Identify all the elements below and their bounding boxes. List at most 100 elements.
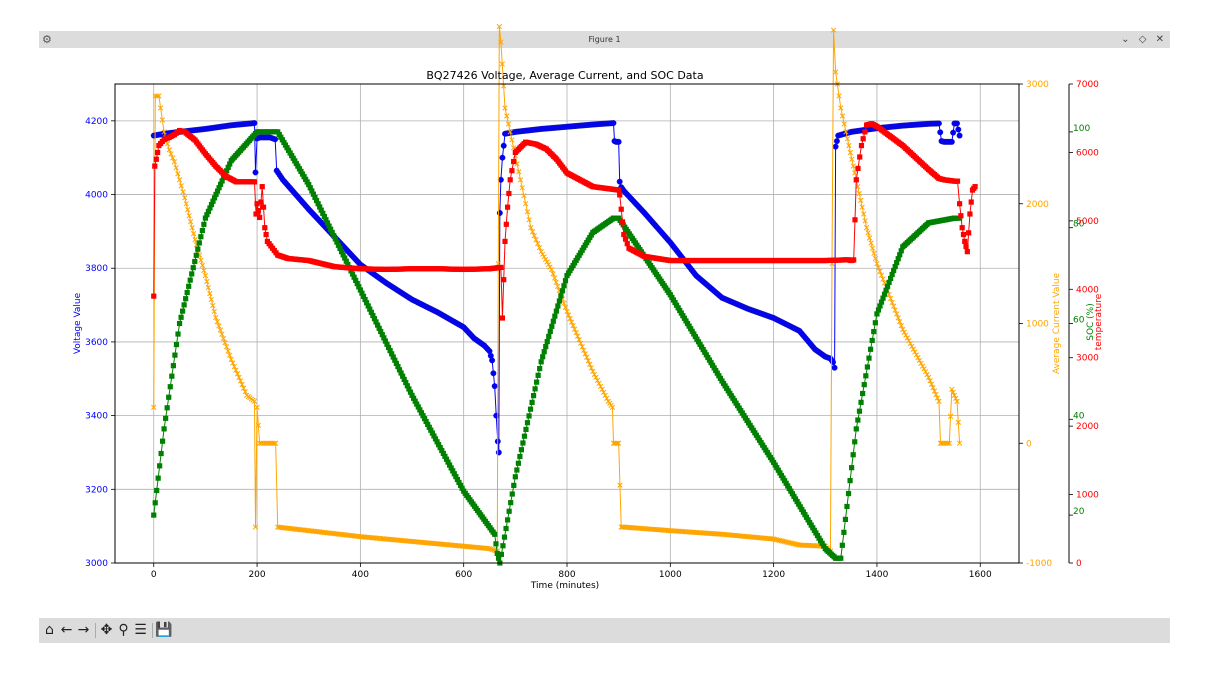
soc-point xyxy=(538,359,544,365)
soc-point xyxy=(842,516,849,523)
soc-point xyxy=(546,333,552,340)
temp-point xyxy=(262,225,268,231)
soc-point xyxy=(877,303,883,309)
current-point xyxy=(183,201,189,207)
current-point xyxy=(161,129,167,135)
temp-point xyxy=(152,163,158,169)
soc-point xyxy=(431,433,437,439)
current-point xyxy=(273,440,279,446)
temp-point xyxy=(259,184,265,190)
current-point xyxy=(550,271,556,277)
current-point xyxy=(859,204,865,210)
soc-point xyxy=(343,258,349,264)
current-axis-label: Average Current Value xyxy=(1052,272,1062,374)
soc-series-line xyxy=(153,131,960,564)
current-point xyxy=(233,367,239,373)
soc-point xyxy=(845,490,852,497)
soc-point xyxy=(703,352,709,358)
soc-point xyxy=(883,287,889,293)
soc-point xyxy=(457,482,464,488)
soc-point xyxy=(287,150,293,156)
minimize-icon[interactable]: ⌄ xyxy=(1121,34,1130,45)
soc-point xyxy=(178,314,184,320)
current-point xyxy=(850,163,856,169)
current-tick-label: 1000 xyxy=(1026,320,1049,330)
soc-point xyxy=(874,311,880,317)
soc-point xyxy=(775,467,781,473)
current-point xyxy=(570,322,576,329)
current-point xyxy=(548,266,555,273)
soc-point xyxy=(558,293,564,299)
back-icon[interactable]: ← xyxy=(60,622,73,638)
save-icon[interactable]: 💾 xyxy=(155,622,173,638)
soc-point xyxy=(540,354,546,360)
voltage-point xyxy=(616,178,623,185)
current-point xyxy=(585,358,591,364)
current-point xyxy=(521,193,527,199)
current-point xyxy=(529,229,536,235)
forward-icon[interactable]: → xyxy=(77,622,90,638)
soc-point xyxy=(556,298,563,304)
current-point xyxy=(587,361,593,368)
current-point xyxy=(185,207,191,213)
soc-point xyxy=(897,252,903,258)
soc-point xyxy=(493,541,499,547)
soc-point xyxy=(214,188,221,194)
current-point xyxy=(204,278,210,285)
current-point xyxy=(856,190,862,197)
current-point xyxy=(496,23,502,30)
current-point xyxy=(955,419,961,425)
soc-point xyxy=(210,198,216,204)
current-point xyxy=(187,219,194,225)
current-point xyxy=(919,363,926,369)
soc-point xyxy=(526,413,532,419)
current-point xyxy=(571,326,578,332)
temp-point xyxy=(617,192,623,198)
soc-point xyxy=(192,258,198,265)
current-point xyxy=(211,308,217,315)
configure-subplots-icon[interactable]: ☰ xyxy=(134,622,147,638)
current-point xyxy=(536,245,543,251)
current-point xyxy=(878,272,885,278)
soc-point xyxy=(807,519,813,526)
soc-point xyxy=(672,299,678,306)
soc-point xyxy=(680,313,686,319)
maximize-icon[interactable]: ◇ xyxy=(1138,34,1147,45)
soc-point xyxy=(500,543,506,549)
soc-point xyxy=(310,191,317,197)
soc-point xyxy=(428,427,434,433)
current-point xyxy=(951,392,958,399)
soc-point xyxy=(849,465,855,471)
current-point xyxy=(931,388,938,394)
soc-point xyxy=(338,249,345,255)
soc-point xyxy=(684,320,691,327)
soc-point xyxy=(216,185,222,191)
current-point xyxy=(933,391,939,398)
current-point xyxy=(614,440,621,446)
temp-point xyxy=(502,238,508,244)
soc-point xyxy=(529,399,535,405)
soc-point xyxy=(315,201,321,207)
pan-icon[interactable]: ✥ xyxy=(100,622,113,638)
current-point xyxy=(551,275,558,281)
current-point xyxy=(198,257,204,263)
home-icon[interactable]: ⌂ xyxy=(45,622,54,638)
current-point xyxy=(913,352,920,358)
current-point xyxy=(190,231,197,237)
soc-point xyxy=(342,255,348,261)
close-icon[interactable]: ✕ xyxy=(1155,34,1164,45)
soc-point xyxy=(443,456,450,462)
zoom-icon[interactable]: ⚲ xyxy=(118,622,129,638)
soc-point xyxy=(716,373,722,379)
current-point xyxy=(847,149,854,156)
x-tick-label: 1200 xyxy=(762,570,785,580)
soc-point xyxy=(323,217,329,223)
soc-point xyxy=(289,153,295,159)
soc-tick-label: 100 xyxy=(1073,124,1090,134)
voltage-point xyxy=(499,154,506,161)
current-point xyxy=(216,323,222,329)
current-point xyxy=(531,233,537,239)
current-tick-label: -1000 xyxy=(1026,559,1052,569)
current-point xyxy=(507,129,513,135)
